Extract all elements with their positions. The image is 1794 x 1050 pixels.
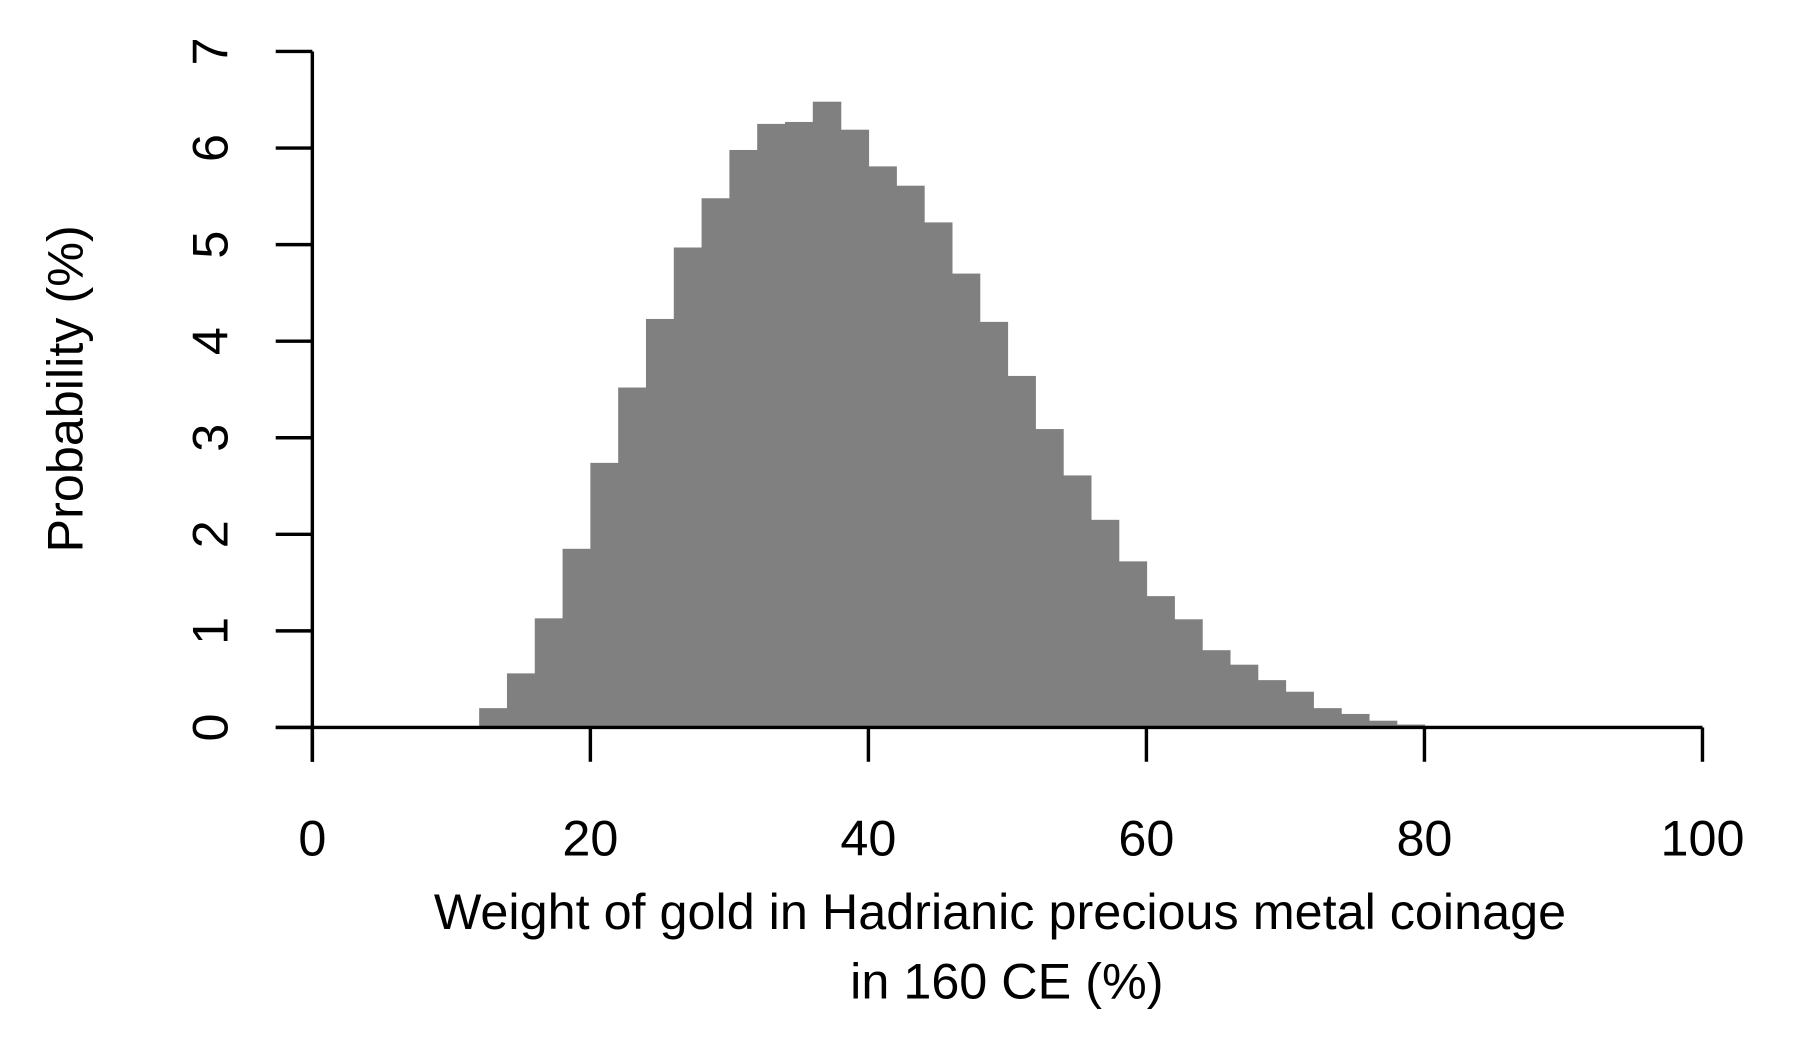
x-tick-label: 40 xyxy=(840,810,896,867)
histogram-bar xyxy=(1035,429,1064,728)
y-tick-label: 1 xyxy=(182,617,239,645)
y-tick-label: 6 xyxy=(182,134,239,162)
histogram-bar xyxy=(1229,664,1259,728)
y-tick-label: 7 xyxy=(182,37,239,65)
histogram-bar xyxy=(1368,720,1398,728)
histogram-bar xyxy=(1202,650,1231,728)
histogram-bar xyxy=(729,149,758,728)
y-axis-label: Probability (%) xyxy=(36,225,93,552)
x-axis: 0 20 40 60 80 100 xyxy=(275,725,1744,867)
histogram-bars xyxy=(451,101,1426,728)
y-tick-label: 2 xyxy=(182,520,239,548)
histogram-bar xyxy=(673,247,703,728)
histogram-bar xyxy=(840,129,870,728)
histogram-bar xyxy=(1090,519,1120,728)
x-axis-label-line-2: in 160 CE (%) xyxy=(850,953,1163,1010)
y-axis: 0 1 2 3 4 5 6 7 xyxy=(182,37,315,762)
histogram-bar xyxy=(562,548,592,728)
histogram-bar xyxy=(479,708,508,728)
histogram-bar xyxy=(784,121,814,728)
histogram-bar xyxy=(1063,475,1092,728)
histogram-bar xyxy=(812,101,842,728)
x-tick-label: 100 xyxy=(1660,810,1744,867)
histogram-bar xyxy=(1174,619,1203,728)
histogram-bar xyxy=(1146,596,1175,728)
histogram-bar xyxy=(757,123,786,728)
histogram-bar xyxy=(896,185,925,728)
histogram-bar xyxy=(1341,713,1370,728)
y-tick-label: 0 xyxy=(182,713,239,741)
histogram-bar xyxy=(1118,561,1148,728)
x-axis-label-line-1: Weight of gold in Hadrianic precious met… xyxy=(434,883,1566,940)
histogram-bar xyxy=(1257,680,1287,728)
histogram-bar xyxy=(924,222,953,728)
y-tick-label: 3 xyxy=(182,424,239,452)
x-tick-label: 20 xyxy=(562,810,618,867)
histogram-bar xyxy=(645,318,675,728)
y-tick-label: 4 xyxy=(182,327,239,355)
x-tick-label: 60 xyxy=(1118,810,1174,867)
histogram-bar xyxy=(1285,691,1314,728)
histogram-bar xyxy=(506,673,536,728)
x-tick-label: 80 xyxy=(1396,810,1452,867)
histogram-bar xyxy=(590,462,619,728)
histogram-bar xyxy=(534,618,564,728)
histogram-bar xyxy=(868,166,897,728)
histogram-bar xyxy=(701,198,731,728)
histogram-bar xyxy=(951,273,981,728)
histogram-bar xyxy=(1007,375,1036,728)
x-tick-label: 0 xyxy=(298,810,326,867)
histogram-bar xyxy=(1313,708,1342,728)
y-tick-label: 5 xyxy=(182,231,239,259)
histogram-bar xyxy=(618,387,647,728)
histogram-bar xyxy=(979,321,1009,728)
